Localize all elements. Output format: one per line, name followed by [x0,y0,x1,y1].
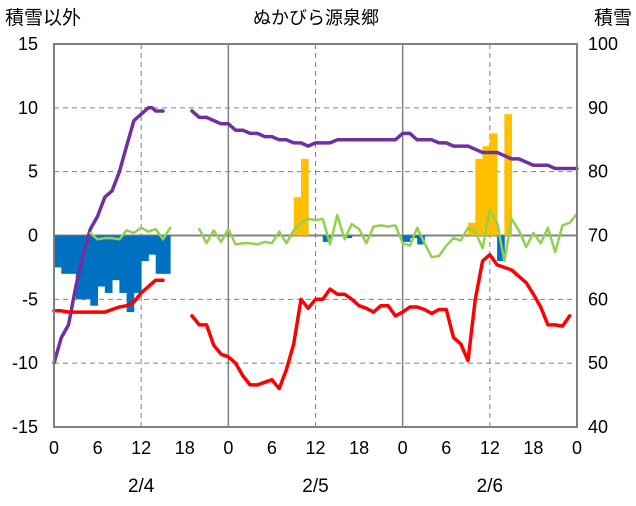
date-label: 2/4 [128,476,155,497]
plot-frame [53,43,578,428]
left-tick-label: 10 [18,98,38,118]
x-tick-label: 0 [223,438,233,458]
other-line-line [198,208,579,263]
precip-bar [54,235,62,268]
snow-depth-line [52,106,165,365]
precip-bar [482,146,491,236]
snow-depth-line [190,109,579,171]
x-tick-label: 6 [93,438,103,458]
precip-bar [104,235,113,293]
chart-title: ぬかびら源泉郷 [253,8,379,28]
right-tick-label: 70 [588,226,608,246]
temperature-line [52,278,165,314]
precip-bar [61,235,69,274]
x-tick-label: 18 [349,438,369,458]
right-tick-label: 100 [588,34,618,54]
x-tick-label: 0 [49,438,59,458]
left-tick-label: 5 [28,162,38,182]
x-tick-label: 0 [398,438,408,458]
x-tick-label: 12 [131,438,151,458]
right-tick-label: 50 [588,353,608,373]
left-tick-label: -15 [12,417,38,437]
other-line-line [89,226,172,241]
right-tick-label: 90 [588,98,608,118]
right-tick-label: 40 [588,417,608,437]
x-tick-label: 12 [305,438,325,458]
left-axis-title: 積雪以外 [5,7,81,29]
right-axis-title: 積雪 [594,7,632,29]
right-tick-label: 80 [588,162,608,182]
precip-bar [417,235,425,245]
precip-bar [293,197,302,236]
precip-bar [504,114,513,236]
left-tick-label: -5 [22,289,38,309]
x-tick-label: 12 [480,438,500,458]
precip-bar [97,235,106,287]
date-label: 2/6 [477,476,503,497]
x-tick-label: 6 [441,438,451,458]
precip-bar [112,235,120,281]
date-label: 2/5 [302,476,328,497]
temperature-line [190,252,572,391]
x-tick-label: 0 [572,438,582,458]
precip-bar [322,235,331,242]
x-tick-label: 18 [175,438,195,458]
left-tick-label: 0 [28,226,38,246]
x-tick-label: 18 [523,438,543,458]
precip-bar [68,235,77,274]
precip-bar [148,235,157,255]
precip-bar [489,133,498,236]
right-tick-label: 60 [588,289,608,309]
x-tick-label: 6 [267,438,277,458]
precip-bar [162,235,171,274]
left-tick-label: 15 [18,34,38,54]
precip-bar [90,235,98,306]
precip-bar [83,235,91,300]
precip-bar [126,235,135,313]
precip-bar [119,235,128,293]
precip-bar [300,158,309,236]
precip-bar [402,235,411,242]
left-tick-label: -10 [12,353,38,373]
precip-bar [475,158,483,236]
precip-bar [155,235,164,274]
precip-bar [344,235,353,239]
precip-bar [141,235,149,262]
precip-bar [133,235,142,293]
